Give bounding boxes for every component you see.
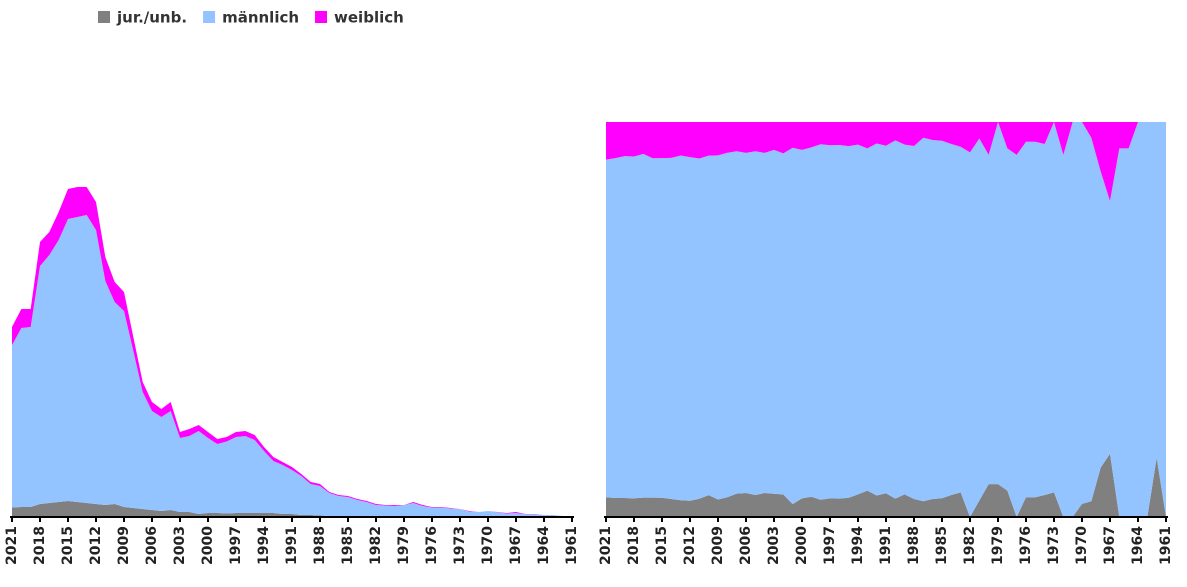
x-tick-label: 2012 (88, 526, 104, 565)
x-tick-label: 1964 (1130, 526, 1146, 565)
x-tick-label: 2000 (794, 526, 810, 565)
x-tick-label: 1979 (990, 526, 1006, 565)
x-tick-label: 1997 (822, 526, 838, 565)
x-tick-label: 2018 (626, 526, 642, 565)
x-tick-label: 2018 (32, 526, 48, 565)
legend-label: jur./unb. (116, 9, 187, 27)
x-tick-label: 1976 (424, 526, 440, 565)
x-tick-label: 2015 (654, 526, 670, 565)
x-tick-label: 1991 (284, 526, 300, 565)
area (606, 122, 1166, 517)
legend-swatch (315, 11, 328, 23)
x-tick-label: 1967 (1102, 526, 1118, 565)
x-tick-label: 2000 (200, 526, 216, 565)
x-tick-label: 2006 (144, 526, 160, 565)
x-tick-label: 2015 (60, 526, 76, 565)
x-tick-label: 1976 (1018, 526, 1034, 565)
x-tick-label: 1961 (1158, 526, 1174, 565)
legend-label: männlich (222, 9, 299, 27)
x-tick-label: 2021 (598, 526, 614, 565)
x-tick-label: 1997 (228, 526, 244, 565)
area (12, 501, 572, 517)
x-tick-label: 1970 (1074, 526, 1090, 565)
x-tick-label: 1994 (850, 526, 866, 565)
x-tick-label: 2009 (116, 526, 132, 565)
x-tick-label: 1988 (906, 526, 922, 565)
legend-swatch (203, 11, 216, 23)
x-tick-label: 1991 (878, 526, 894, 565)
x-tick-label: 2009 (710, 526, 726, 565)
x-tick-label: 1982 (368, 526, 384, 565)
x-tick-label: 2012 (682, 526, 698, 565)
x-tick-label: 2003 (766, 526, 782, 565)
area (12, 215, 572, 517)
x-tick-label: 2021 (4, 526, 20, 565)
x-tick-label: 1970 (480, 526, 496, 565)
x-tick-label: 1994 (256, 526, 272, 565)
x-tick-label: 1973 (452, 526, 468, 565)
area (606, 453, 1166, 517)
x-tick-label: 2006 (738, 526, 754, 565)
x-tick-label: 1961 (564, 526, 580, 565)
x-tick-label: 1982 (962, 526, 978, 565)
x-tick-label: 1985 (340, 526, 356, 565)
x-tick-label: 1964 (536, 526, 552, 565)
x-tick-label: 1985 (934, 526, 950, 565)
x-tick-label: 1979 (396, 526, 412, 565)
legend-swatch (98, 11, 110, 23)
legend-label: weiblich (334, 9, 404, 27)
x-tick-label: 2003 (172, 526, 188, 565)
area (606, 122, 1166, 201)
x-tick-label: 1973 (1046, 526, 1062, 565)
x-tick-label: 1988 (312, 526, 328, 565)
x-tick-label: 1967 (508, 526, 524, 565)
